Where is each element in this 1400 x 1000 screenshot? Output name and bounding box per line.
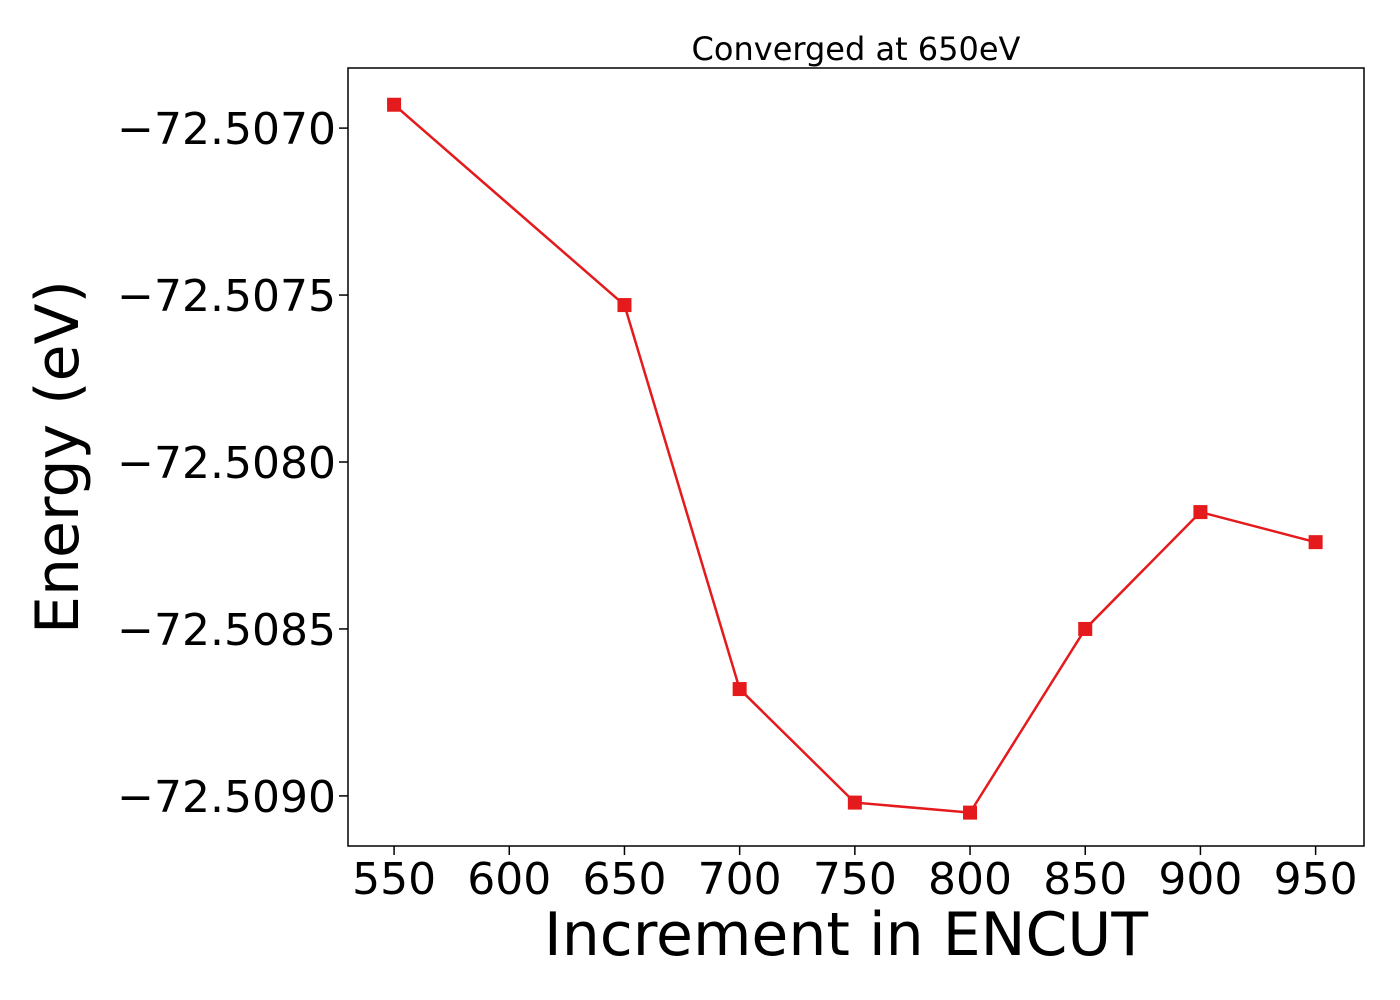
x-tick-label: 650 [582,854,666,905]
x-tick-label: 700 [698,854,782,905]
series-line [393,103,1316,814]
y-tick-label: −72.5090 [117,772,336,823]
y-tick-label: −72.5080 [117,438,336,489]
x-tick-label: 600 [467,854,551,905]
data-point-marker [387,97,402,112]
data-point-marker [1193,505,1208,520]
chart-title: Converged at 650eV [692,30,1021,68]
x-tick-label: 950 [1274,854,1358,905]
data-point-marker [732,682,747,697]
data-point-marker [1078,621,1093,636]
x-axis-label: Increment in ENCUT [544,900,1148,970]
y-tick-label: −72.5070 [117,104,336,155]
y-axis-ticks: −72.5070 −72.5075 −72.5080 −72.5085 −72.5090 [117,104,348,823]
data-point-marker [1308,535,1323,550]
x-tick-label: 750 [813,854,897,905]
data-point-marker [617,298,632,313]
x-axis-ticks: 550 600 650 700 750 800 850 900 950 [352,846,1358,905]
x-tick-label: 550 [352,854,436,905]
y-tick-label: −72.5085 [117,605,336,656]
x-tick-label: 850 [1043,854,1127,905]
data-point-marker [847,795,862,810]
x-tick-label: 800 [928,854,1012,905]
plot-area-frame [347,67,1365,847]
y-tick-label: −72.5075 [117,271,336,322]
y-axis-label: Energy (eV) [23,280,93,634]
series-layer [387,97,1323,820]
x-tick-label: 900 [1158,854,1242,905]
data-point-marker [963,805,978,820]
